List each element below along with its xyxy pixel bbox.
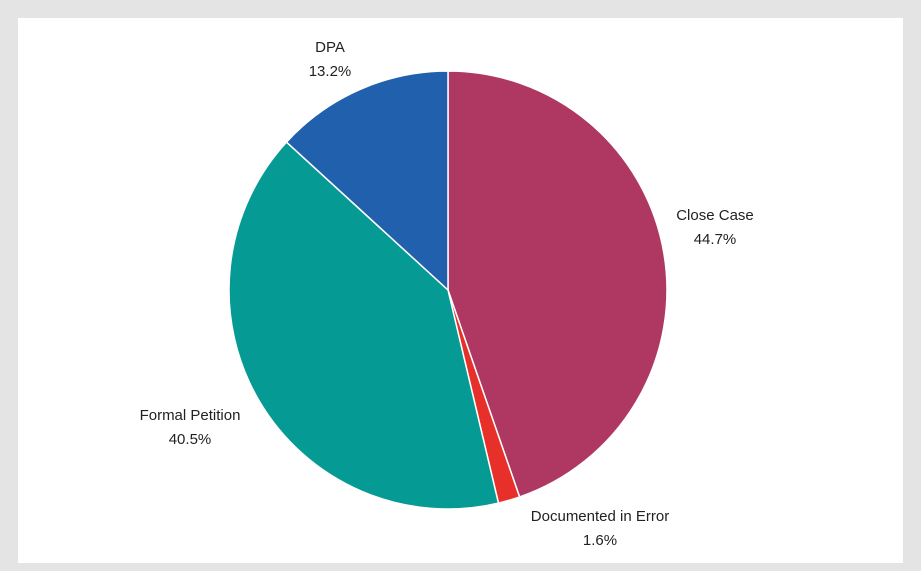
slice-value: 13.2% [309, 63, 352, 80]
slice-label: DPA [315, 39, 345, 56]
pie-slice [285, 70, 449, 292]
pie-slice [447, 70, 668, 498]
slice-value: 40.5% [169, 431, 212, 448]
slice-label: Close Case [676, 207, 754, 224]
pie-slice [228, 141, 500, 510]
slice-value: 1.6% [583, 532, 617, 549]
slice-label: Formal Petition [140, 407, 241, 424]
slice-label: Documented in Error [531, 508, 669, 525]
slice-value: 44.7% [694, 231, 737, 248]
